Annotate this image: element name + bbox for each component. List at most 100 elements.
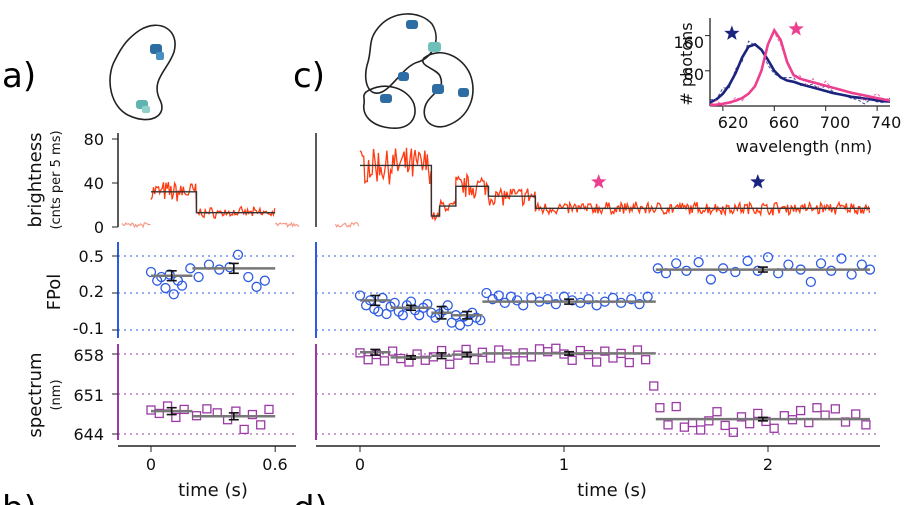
spectrum-point	[534, 344, 545, 354]
fpol-point	[251, 281, 262, 292]
fpol-point	[168, 289, 179, 300]
fpol-point	[836, 253, 847, 264]
fpol-ylabel: FPol	[44, 274, 65, 311]
brightness-fit-a	[151, 191, 276, 214]
spectrum-point	[736, 412, 747, 422]
fpol-point	[583, 294, 594, 305]
fpol-point	[762, 252, 774, 263]
brightness-ylabel-sub: (cnts per 5 ms)	[49, 130, 64, 229]
brightness-tick-label: 0	[94, 218, 104, 237]
fpol-tick-label: 0.2	[79, 282, 104, 301]
spectrum-point	[256, 420, 266, 430]
fpol-gridlines	[112, 255, 880, 331]
spectrum-point	[379, 356, 390, 366]
panel-label-c: c)	[293, 56, 325, 96]
time-tick-label-a1: 0.6	[262, 455, 287, 474]
time-tick-label-c0: 0	[355, 455, 365, 474]
brightness-tick-label: 80	[84, 130, 104, 149]
spectrum-points	[146, 343, 871, 437]
fpol-point	[550, 298, 561, 310]
spectrum-tick-label: 644	[73, 425, 104, 444]
fpol-point	[846, 269, 857, 280]
fpol-means	[151, 262, 870, 320]
spectrum-point	[567, 355, 577, 365]
fpol-point	[730, 266, 741, 278]
brightness-baseline-c-pre	[334, 222, 360, 228]
spectrum-point	[720, 420, 730, 431]
spectrum-point	[247, 409, 258, 420]
spectrum-point	[202, 404, 212, 414]
fpol-tick-label: -0.1	[73, 319, 104, 338]
inset-xtick-label: 660	[769, 113, 800, 132]
spectrum-point	[663, 420, 673, 430]
spectrum-point	[851, 409, 861, 419]
brightness-fit-line	[151, 191, 276, 214]
time-tick-label-c1: 1	[559, 455, 569, 474]
fpol-point	[642, 291, 653, 302]
spectrum-point	[600, 346, 610, 356]
spectrum-point	[649, 381, 659, 391]
spectrum-point	[608, 353, 618, 363]
spectrum-point	[769, 423, 779, 433]
spectrum-point	[445, 359, 455, 369]
fpol-point	[705, 274, 717, 285]
spectrum-point	[753, 408, 763, 419]
fpol-points	[145, 249, 876, 331]
fpol-point	[232, 249, 244, 260]
spectrum-point	[510, 356, 520, 366]
spectrum-point	[239, 424, 249, 435]
inset-xtick-label: 740	[871, 113, 902, 132]
spectrum-point	[679, 422, 690, 432]
spectrum-point	[712, 407, 722, 417]
inset-raw-line	[709, 31, 891, 107]
spectrum-means	[151, 348, 870, 422]
spectrum-point	[744, 419, 755, 429]
fpol-point	[671, 258, 682, 269]
panel-label-d: d)	[293, 489, 328, 505]
fpol-point	[481, 287, 492, 299]
emission-star-icon	[591, 174, 607, 189]
inset-fit-line	[709, 42, 891, 104]
inset-series	[709, 27, 891, 107]
fpol-point	[462, 316, 474, 327]
spectrum-point	[861, 420, 871, 430]
time-ticks	[150, 446, 769, 452]
inset-xtick-label: 700	[820, 113, 851, 132]
inset-fit-line	[709, 27, 891, 107]
fpol-point	[805, 276, 816, 288]
spectrum-point	[485, 353, 496, 363]
inset-ticks	[705, 35, 878, 111]
fpol-point	[354, 290, 366, 301]
spectrum-point	[551, 343, 561, 353]
spectrum-point	[704, 416, 714, 426]
spectrum-tick-label: 651	[73, 386, 104, 405]
fpol-point	[442, 300, 453, 311]
inset-star-icon	[788, 21, 804, 36]
inset-xtick-label: 620	[718, 113, 749, 132]
time-tick-label-c2: 2	[763, 455, 773, 474]
spectrum-point	[162, 401, 173, 411]
fpol-point	[493, 290, 504, 301]
fpol-tick-label: 0.5	[79, 247, 104, 266]
spectrum-ylabel-sub: (nm)	[49, 379, 64, 410]
spectrum-point	[696, 425, 706, 435]
inset-ylabel: # photons	[677, 22, 696, 105]
inset-star-icon	[724, 25, 740, 40]
fpol-point	[783, 259, 794, 270]
spectrum-ylabel: spectrum	[25, 352, 46, 437]
spectrum-point	[795, 405, 806, 416]
time-axis-label-a: time (s)	[178, 480, 248, 501]
time-tick-label-a0: 0	[146, 455, 156, 474]
inset-ytick-label: 80	[684, 65, 704, 84]
spectrum-gridlines	[112, 353, 880, 435]
spectrum-point	[179, 404, 189, 415]
spectrum-point	[671, 401, 681, 412]
spectrum-point	[591, 357, 602, 367]
brightness-tick-label: 40	[84, 174, 104, 193]
fpol-point	[626, 294, 637, 305]
brightness-fit-c	[360, 164, 870, 217]
fpol-point	[856, 259, 867, 270]
brightness-baseline-a-pre	[121, 222, 151, 229]
fpol-point	[377, 292, 388, 304]
